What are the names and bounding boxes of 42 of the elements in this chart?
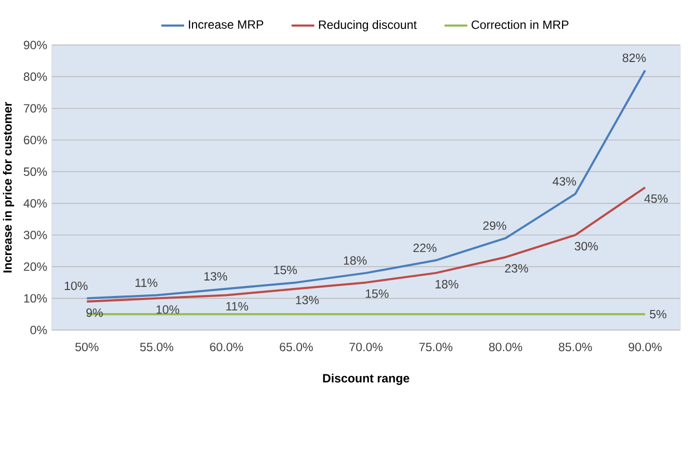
data-label: 15% [274,266,297,274]
x-tick-label: 60.0% [210,342,244,352]
y-tick-label: 40% [24,199,47,208]
x-tick-label: 55.0% [140,342,174,352]
legend-label: Correction in MRP [472,20,568,29]
legend-label: Reducing discount [319,20,417,32]
data-label: 18% [436,280,458,288]
data-label: 13% [204,272,228,281]
data-label: 15% [366,289,389,298]
y-tick-label: 30% [24,230,47,240]
data-label: 43% [552,177,576,186]
data-label: 30% [574,242,598,250]
data-label: 11% [136,278,158,287]
x-axis-title: Discount range [323,374,410,385]
x-tick-label: 50% [75,342,98,352]
x-tick-label: 75.0% [419,342,452,352]
x-tick-label: 85.0% [558,342,592,352]
data-label: 11% [226,302,248,310]
data-label: 82% [622,54,646,62]
data-label: 5% [650,310,666,318]
data-label: 45% [644,194,668,203]
data-label: 23% [505,264,528,273]
data-label: 10% [156,305,180,314]
y-tick-label: 0% [30,326,47,334]
x-tick-label: 70.0% [350,342,383,352]
y-tick-label: 10% [24,294,47,303]
data-label: 13% [296,296,319,304]
y-tick-label: 70% [24,104,47,113]
y-tick-label: 50% [24,167,47,176]
data-label: 29% [483,221,506,230]
x-tick-label: 80.0% [489,342,522,352]
data-label: 10% [64,282,88,290]
y-axis-title: Increase in price for customer [2,102,14,272]
data-label: 22% [413,244,436,252]
y-tick-label: 80% [24,72,47,81]
y-tick-label: 90% [24,40,47,50]
x-tick-label: 90.0% [628,342,662,352]
x-tick-label: 65.0% [280,342,313,352]
y-tick-label: 20% [24,262,47,271]
data-label: 18% [344,256,367,265]
y-tick-label: 60% [24,136,47,144]
legend-label: Increase MRP [188,20,264,29]
